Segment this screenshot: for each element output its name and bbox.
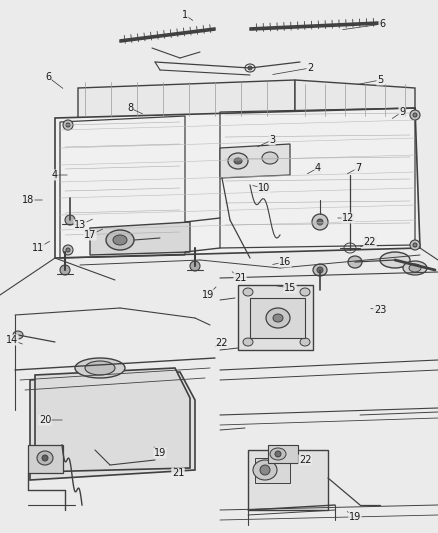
Ellipse shape — [300, 338, 310, 346]
Ellipse shape — [243, 288, 253, 296]
Text: 19: 19 — [349, 512, 361, 522]
Polygon shape — [35, 368, 190, 472]
Ellipse shape — [63, 245, 73, 255]
Text: 12: 12 — [342, 213, 354, 223]
Text: 6: 6 — [379, 19, 385, 29]
Ellipse shape — [243, 338, 253, 346]
Bar — [268, 445, 298, 463]
Polygon shape — [295, 80, 415, 118]
Ellipse shape — [266, 308, 290, 328]
Ellipse shape — [37, 451, 53, 465]
Ellipse shape — [348, 256, 362, 268]
Ellipse shape — [13, 331, 23, 339]
Bar — [248, 450, 328, 510]
Ellipse shape — [270, 448, 286, 460]
Bar — [28, 445, 63, 473]
Ellipse shape — [410, 240, 420, 250]
Ellipse shape — [60, 265, 70, 275]
Ellipse shape — [300, 288, 310, 296]
Polygon shape — [55, 108, 420, 258]
Text: 1: 1 — [182, 10, 188, 20]
Ellipse shape — [410, 110, 420, 120]
Ellipse shape — [409, 264, 421, 272]
Ellipse shape — [313, 264, 327, 276]
Text: 9: 9 — [399, 107, 405, 117]
Text: 3: 3 — [269, 135, 275, 145]
Ellipse shape — [190, 261, 200, 271]
Text: 8: 8 — [127, 103, 133, 113]
Text: 21: 21 — [172, 468, 184, 478]
Ellipse shape — [312, 214, 328, 230]
Text: 4: 4 — [52, 170, 58, 180]
Text: 7: 7 — [355, 163, 361, 173]
Ellipse shape — [113, 235, 127, 245]
Text: 20: 20 — [39, 415, 51, 425]
Text: 22: 22 — [216, 338, 228, 348]
Ellipse shape — [253, 460, 277, 480]
Ellipse shape — [42, 455, 48, 461]
Text: 2: 2 — [307, 63, 313, 73]
Ellipse shape — [273, 314, 283, 322]
Ellipse shape — [248, 66, 252, 70]
Text: 22: 22 — [364, 237, 376, 247]
Ellipse shape — [75, 358, 125, 378]
Text: 23: 23 — [374, 305, 386, 315]
Ellipse shape — [63, 120, 73, 130]
Text: 10: 10 — [258, 183, 270, 193]
Ellipse shape — [317, 267, 323, 273]
Ellipse shape — [106, 230, 134, 250]
Ellipse shape — [65, 215, 75, 225]
Text: 21: 21 — [234, 273, 246, 283]
Bar — [255, 458, 290, 483]
Ellipse shape — [228, 153, 248, 169]
Polygon shape — [220, 144, 290, 178]
Text: 16: 16 — [279, 257, 291, 267]
Polygon shape — [30, 372, 195, 480]
Ellipse shape — [85, 361, 115, 375]
Text: 19: 19 — [154, 448, 166, 458]
Text: 14: 14 — [6, 335, 18, 345]
Bar — [250, 298, 305, 338]
Text: 11: 11 — [32, 243, 44, 253]
Text: 17: 17 — [84, 230, 96, 240]
Ellipse shape — [275, 451, 281, 457]
Text: 5: 5 — [377, 75, 383, 85]
Text: 6: 6 — [45, 72, 51, 82]
Text: 19: 19 — [202, 290, 214, 300]
Ellipse shape — [262, 152, 278, 164]
Ellipse shape — [413, 113, 417, 117]
Ellipse shape — [403, 261, 427, 275]
Text: 4: 4 — [315, 163, 321, 173]
Ellipse shape — [260, 465, 270, 475]
Ellipse shape — [317, 219, 323, 225]
Ellipse shape — [66, 123, 70, 127]
Text: 15: 15 — [284, 283, 296, 293]
Text: 18: 18 — [22, 195, 34, 205]
Polygon shape — [78, 80, 295, 118]
Ellipse shape — [413, 243, 417, 247]
Polygon shape — [90, 222, 190, 255]
Ellipse shape — [380, 252, 410, 268]
Bar — [238, 285, 313, 350]
Ellipse shape — [66, 248, 70, 252]
Text: 13: 13 — [74, 220, 86, 230]
Ellipse shape — [234, 158, 242, 164]
Text: 22: 22 — [299, 455, 311, 465]
